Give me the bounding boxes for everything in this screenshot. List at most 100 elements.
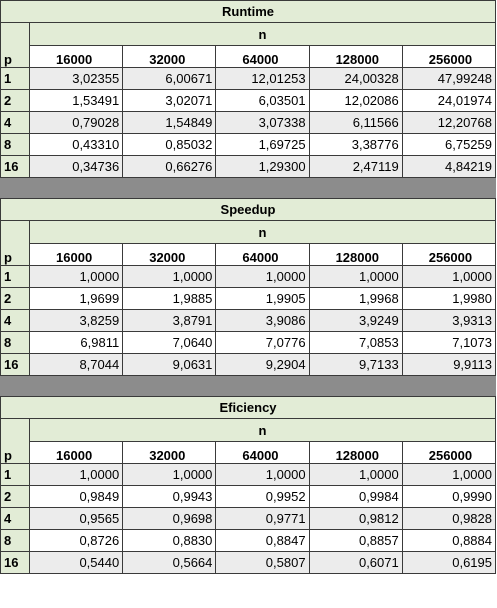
table-row: 8 0,43310 0,85032 1,69725 3,38776 6,7525… [0,133,497,156]
row-label: 16 [0,353,31,376]
row-axis-label: p [0,45,31,68]
table-cell: 24,00328 [308,67,403,90]
column-header: 32000 [122,243,217,266]
row-label: 2 [0,485,31,508]
table-cell: 0,8830 [122,529,217,552]
column-axis-label: n [29,22,496,46]
table-cell: 3,02355 [29,67,124,90]
table-cell: 3,07338 [215,111,310,134]
row-label: 1 [0,463,31,486]
table-cell: 1,0000 [215,463,310,486]
column-header: 16000 [29,243,124,266]
table-cell: 0,8857 [308,529,403,552]
table-cell: 1,9980 [401,287,497,310]
table-cell: 3,9249 [308,309,403,332]
column-header: 128000 [308,45,403,68]
row-axis-label: p [0,441,31,464]
column-header: 256000 [401,45,497,68]
table-cell: 0,6195 [401,551,497,574]
table-cell: 1,54849 [122,111,217,134]
table-cell: 0,8884 [401,529,497,552]
table-cell: 9,7133 [308,353,403,376]
table-cell: 12,02086 [308,89,403,112]
row-label: 2 [0,89,31,112]
table-cell: 6,00671 [122,67,217,90]
table-row: 2 0,9849 0,9943 0,9952 0,9984 0,9990 [0,485,497,508]
row-label: 2 [0,287,31,310]
row-label: 8 [0,133,31,156]
table-cell: 6,11566 [308,111,403,134]
column-header: 16000 [29,441,124,464]
efficiency-table: Eficiency n p 16000 32000 64000 128000 2… [0,396,497,574]
row-label: 16 [0,155,31,178]
table-cell: 1,9905 [215,287,310,310]
runtime-table: Runtime n p 16000 32000 64000 128000 256… [0,0,497,178]
column-header: 256000 [401,243,497,266]
column-header: 64000 [215,45,310,68]
column-header: 128000 [308,441,403,464]
table-cell: 1,0000 [215,265,310,288]
table-cell: 0,66276 [122,155,217,178]
table-cell: 0,6071 [308,551,403,574]
table-cell: 1,9968 [308,287,403,310]
table-row: 2 1,9699 1,9885 1,9905 1,9968 1,9980 [0,287,497,310]
table-cell: 1,0000 [308,463,403,486]
table-row: 16 0,5440 0,5664 0,5807 0,6071 0,6195 [0,551,497,574]
table-cell: 3,38776 [308,133,403,156]
table-cell: 1,0000 [122,265,217,288]
table-row: 4 3,8259 3,8791 3,9086 3,9249 3,9313 [0,309,497,332]
table-cell: 0,9771 [215,507,310,530]
table-cell: 1,9885 [122,287,217,310]
runtime-title: Runtime [0,0,496,23]
speedup-table: Speedup n p 16000 32000 64000 128000 256… [0,198,497,376]
row-label: 16 [0,551,31,574]
table-row: 8 0,8726 0,8830 0,8847 0,8857 0,8884 [0,529,497,552]
table-cell: 1,0000 [308,265,403,288]
table-cell: 3,8259 [29,309,124,332]
table-cell: 9,0631 [122,353,217,376]
table-cell: 1,9699 [29,287,124,310]
row-label: 1 [0,265,31,288]
column-header: 128000 [308,243,403,266]
table-cell: 7,1073 [401,331,497,354]
table-cell: 6,03501 [215,89,310,112]
table-row: 16 8,7044 9,0631 9,2904 9,7133 9,9113 [0,353,497,376]
row-label: 8 [0,331,31,354]
table-cell: 1,69725 [215,133,310,156]
table-cell: 1,0000 [29,265,124,288]
table-cell: 0,9952 [215,485,310,508]
row-axis-label: p [0,243,31,266]
column-header: 256000 [401,441,497,464]
table-cell: 0,9849 [29,485,124,508]
spreadsheet: Runtime n p 16000 32000 64000 128000 256… [0,0,497,574]
efficiency-title: Eficiency [0,396,496,419]
table-cell: 7,0776 [215,331,310,354]
table-row: 4 0,9565 0,9698 0,9771 0,9812 0,9828 [0,507,497,530]
table-cell: 0,9698 [122,507,217,530]
row-label: 4 [0,111,31,134]
table-cell: 0,9984 [308,485,403,508]
table-row: 4 0,79028 1,54849 3,07338 6,11566 12,207… [0,111,497,134]
speedup-title: Speedup [0,198,496,221]
table-cell: 0,9828 [401,507,497,530]
column-header: 16000 [29,45,124,68]
table-cell: 3,02071 [122,89,217,112]
table-cell: 0,5440 [29,551,124,574]
table-row: 1 3,02355 6,00671 12,01253 24,00328 47,9… [0,67,497,90]
table-row: 2 1,53491 3,02071 6,03501 12,02086 24,01… [0,89,497,112]
row-label: 8 [0,529,31,552]
table-cell: 12,20768 [401,111,497,134]
table-cell: 1,0000 [401,265,497,288]
table-row: 8 6,9811 7,0640 7,0776 7,0853 7,1073 [0,331,497,354]
table-cell: 1,0000 [401,463,497,486]
table-cell: 1,0000 [29,463,124,486]
table-cell: 0,9565 [29,507,124,530]
table-cell: 0,8726 [29,529,124,552]
table-cell: 1,0000 [122,463,217,486]
row-label: 4 [0,309,31,332]
row-label: 1 [0,67,31,90]
table-cell: 0,43310 [29,133,124,156]
table-cell: 4,84219 [401,155,497,178]
table-cell: 3,9086 [215,309,310,332]
column-axis-label: n [29,220,496,244]
